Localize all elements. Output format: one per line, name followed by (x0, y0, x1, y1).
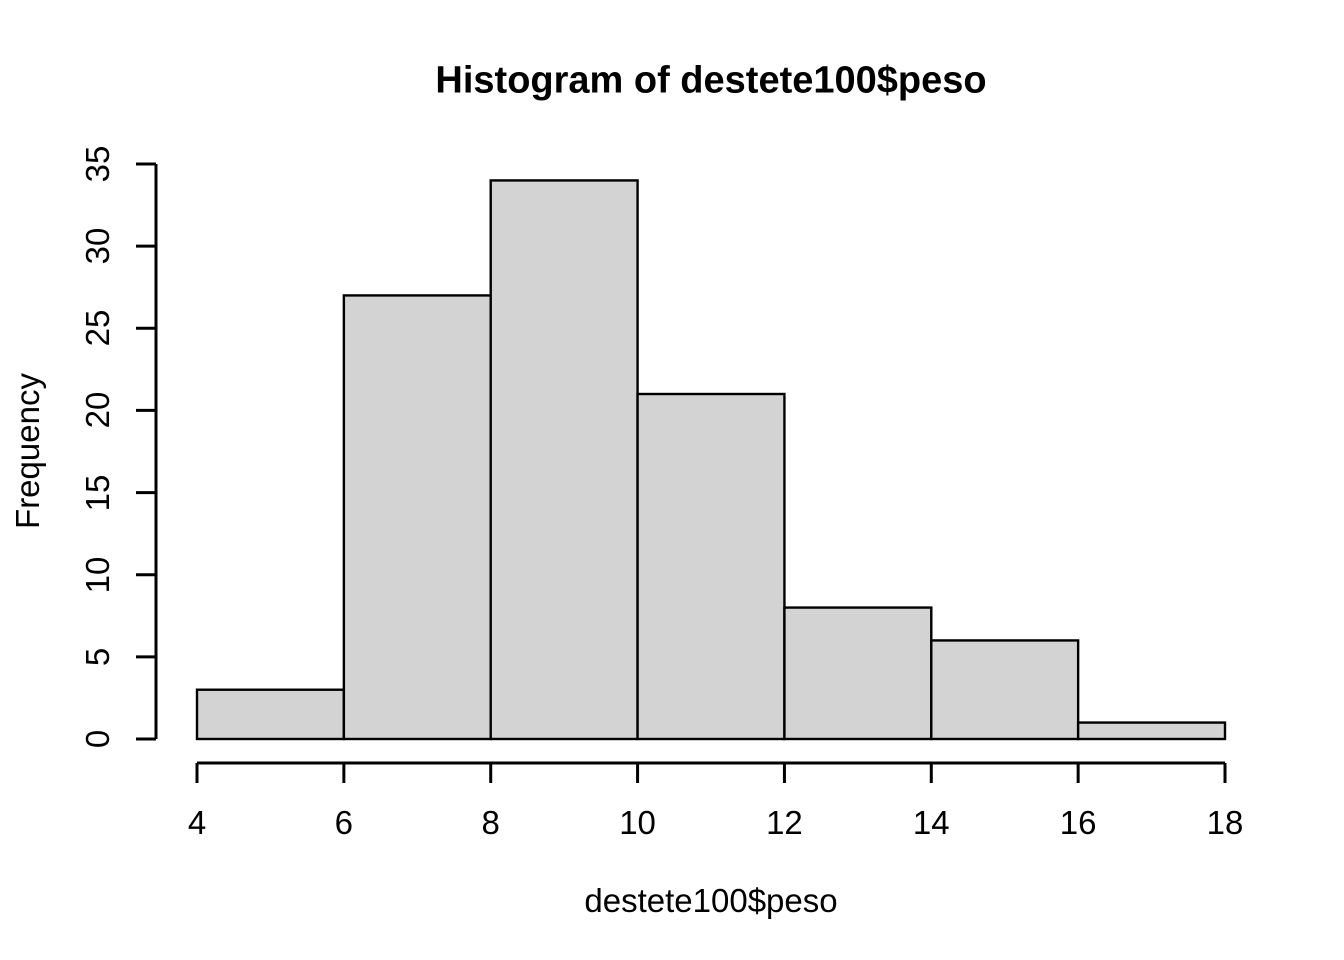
x-tick-label: 12 (766, 804, 803, 841)
x-tick-label: 6 (334, 804, 354, 841)
y-tick-label: 35 (79, 145, 116, 183)
x-tick-label: 4 (187, 804, 207, 841)
y-tick-label: 15 (79, 474, 116, 511)
histogram-bar (636, 392, 786, 741)
x-tick-label: 8 (481, 804, 500, 841)
histogram-bar (1076, 721, 1227, 741)
chart-title: Histogram of destete100$peso (435, 59, 987, 102)
y-axis-title: Frequency (9, 373, 46, 529)
histogram-bar (342, 294, 492, 741)
x-tick-label: 14 (912, 804, 950, 841)
histogram-bar (489, 179, 639, 741)
y-tick-label: 10 (79, 556, 116, 594)
histogram-bar (783, 606, 933, 741)
y-tick-label: 30 (79, 227, 116, 265)
x-tick-label: 16 (1059, 804, 1097, 841)
y-tick-label: 0 (79, 729, 116, 749)
y-tick-label: 5 (79, 647, 116, 667)
histogram-bar (930, 639, 1080, 741)
y-tick-label: 25 (79, 309, 116, 347)
histogram-bar (195, 688, 346, 741)
x-axis-title: destete100$peso (584, 882, 838, 919)
x-tick-label: 18 (1206, 804, 1244, 841)
x-tick-label: 10 (619, 804, 656, 841)
y-tick-label: 20 (79, 392, 116, 429)
